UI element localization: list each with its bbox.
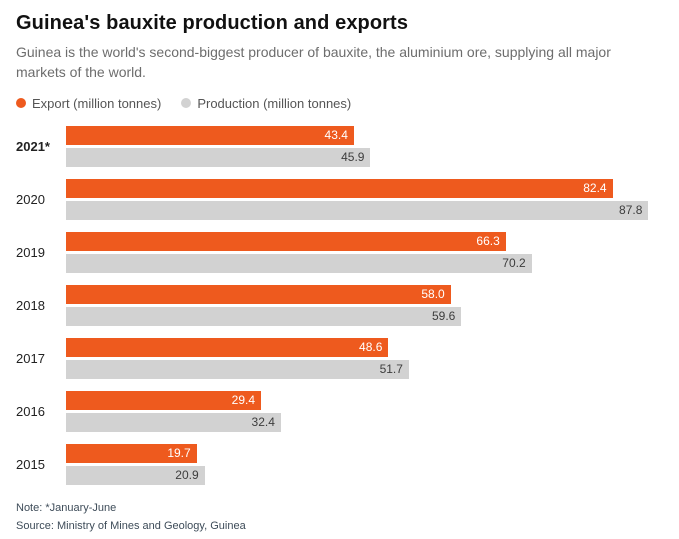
chart-footer: Note: *January-June Source: Ministry of … [16,499,663,535]
chart-row: 2015 19.7 20.9 [16,443,663,485]
bar-track: 82.4 [66,178,663,198]
bar-track: 20.9 [66,465,663,485]
bar-group: 66.3 70.2 [66,231,663,273]
legend-label-production: Production (million tonnes) [197,95,352,111]
bar-track: 43.4 [66,125,663,145]
chart-row: 2016 29.4 32.4 [16,390,663,432]
legend-item-export: Export (million tonnes) [16,96,161,111]
year-label: 2015 [16,456,45,472]
bar-value-label: 87.8 [619,203,643,218]
bar-group: 58.0 59.6 [66,284,663,326]
bar-track: 32.4 [66,412,663,432]
bar-group: 19.7 20.9 [66,443,663,485]
legend-item-production: Production (million tonnes) [181,96,351,111]
bar-value-label: 66.3 [476,234,500,249]
export-legend-dot-icon [16,98,26,109]
legend: Export (million tonnes) Production (mill… [16,96,663,111]
export-bar: 58.0 [66,284,451,304]
production-bar: 51.7 [66,359,409,379]
bar-track: 59.6 [66,306,663,326]
bar-track: 19.7 [66,443,663,463]
bar-value-label: 59.6 [431,309,456,324]
year-label: 2019 [16,244,45,260]
bar-group: 48.6 51.7 [66,337,663,379]
bar-value-label: 19.7 [167,446,191,461]
year-label: 2018 [16,297,45,313]
bar-track: 66.3 [66,231,663,251]
year-label: 2017 [16,350,45,366]
production-bar: 59.6 [66,306,462,326]
bar-value-label: 32.4 [251,415,275,430]
bar-group: 43.4 45.9 [66,125,663,167]
bar-value-label: 43.4 [324,128,348,143]
export-bar: 43.4 [66,125,354,145]
note: Note: *January-June [16,501,117,514]
bar-group: 82.4 87.8 [66,178,663,220]
bar-value-label: 20.9 [175,468,199,483]
page-subtitle: Guinea is the world's second-biggest pro… [16,44,611,81]
bar-value-label: 82.4 [583,181,607,196]
production-bar: 70.2 [66,253,532,273]
export-bar: 29.4 [66,390,262,410]
legend-label-export: Export (million tonnes) [32,95,162,111]
page-title: Guinea's bauxite production and exports [16,12,409,34]
bar-value-label: 70.2 [502,256,526,271]
year-label: 2020 [16,191,45,207]
bar-track: 29.4 [66,390,663,410]
bar-value-label: 48.6 [359,340,383,355]
bar-value-label: 51.7 [379,362,403,377]
bar-value-label: 58.0 [421,287,445,302]
bar-track: 70.2 [66,253,663,273]
export-bar: 82.4 [66,178,613,198]
export-bar: 66.3 [66,231,506,251]
bar-track: 58.0 [66,284,663,304]
production-bar: 87.8 [66,200,649,220]
source: Source: Ministry of Mines and Geology, G… [16,519,246,532]
bar-track: 48.6 [66,337,663,357]
bar-group: 29.4 32.4 [66,390,663,432]
chart-row: 2019 66.3 70.2 [16,231,663,273]
production-legend-dot-icon [181,98,192,109]
bar-track: 87.8 [66,200,663,220]
year-label: 2021* [16,138,50,154]
bar-chart: 2021* 43.4 45.9 2020 82.4 87.8 2019 66.3 70.2 201… [16,125,663,497]
bar-track: 45.9 [66,147,663,167]
chart-row: 2020 82.4 87.8 [16,178,663,220]
bar-value-label: 45.9 [341,150,365,165]
chart-row: 2021* 43.4 45.9 [16,125,663,167]
year-label: 2016 [16,403,45,419]
production-bar: 32.4 [66,412,281,432]
chart-row: 2017 48.6 51.7 [16,337,663,379]
chart-row: 2018 58.0 59.6 [16,284,663,326]
production-bar: 45.9 [66,147,371,167]
export-bar: 48.6 [66,337,389,357]
export-bar: 19.7 [66,443,197,463]
bar-track: 51.7 [66,359,663,379]
production-bar: 20.9 [66,465,205,485]
bar-value-label: 29.4 [231,393,256,408]
